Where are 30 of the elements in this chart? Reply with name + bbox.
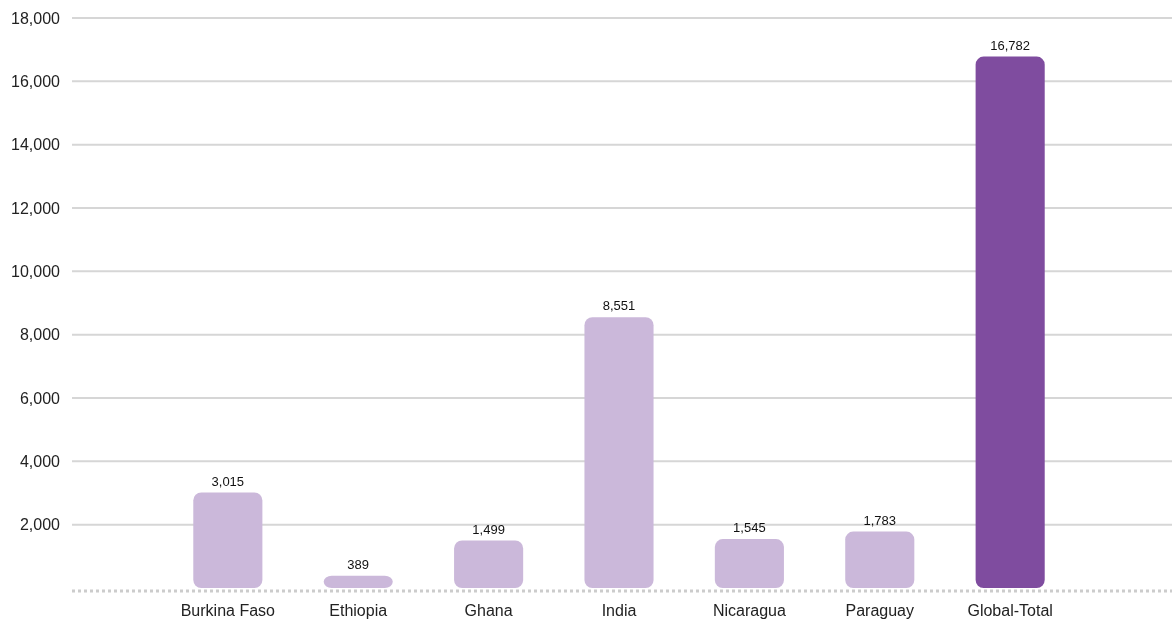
x-tick-label: Burkina Faso — [180, 602, 276, 619]
data-label: 1,499 — [472, 521, 505, 537]
y-tick-label: 2,000 — [19, 516, 61, 534]
x-tick-label: Paraguay — [845, 602, 915, 619]
y-tick-label: 14,000 — [11, 136, 61, 154]
x-tick-label: Ghana — [464, 602, 513, 619]
x-tick-label: Ethiopia — [329, 602, 388, 619]
data-label: 1,545 — [733, 520, 766, 536]
bar — [975, 56, 1045, 588]
y-tick-label: 18,000 — [11, 9, 61, 27]
y-tick-label: 12,000 — [11, 199, 61, 217]
data-label: 8,551 — [602, 298, 636, 314]
bar — [193, 492, 263, 588]
bar — [323, 575, 393, 588]
data-label: 16,782 — [990, 37, 1031, 53]
x-tick-label: India — [601, 602, 637, 619]
x-tick-label: Global-Total — [967, 602, 1053, 619]
y-tick-label: 16,000 — [11, 72, 61, 90]
bar — [714, 539, 784, 588]
y-tick-label: 6,000 — [19, 389, 61, 407]
bar — [845, 531, 915, 588]
y-tick-label: 8,000 — [19, 326, 61, 344]
bar — [454, 540, 524, 588]
data-label: 1,783 — [863, 512, 897, 528]
data-label: 3,015 — [211, 473, 245, 489]
x-tick-label: Nicaragua — [712, 602, 786, 619]
bar — [584, 317, 654, 588]
y-tick-label: 4,000 — [19, 452, 61, 470]
data-label: 389 — [347, 556, 370, 572]
y-tick-label: 10,000 — [11, 262, 61, 280]
